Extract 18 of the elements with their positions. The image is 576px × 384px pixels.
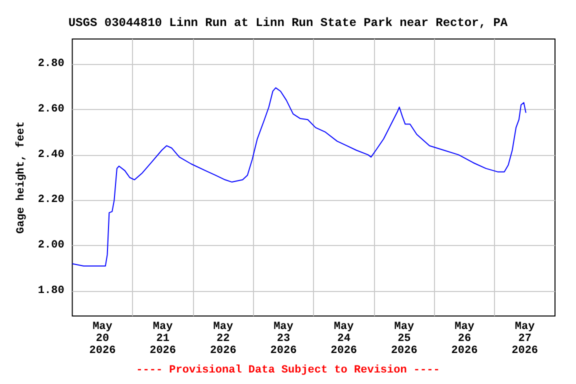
x-tick-label: May 25 2026: [390, 321, 418, 357]
text: ---- Provisional Data Subject to Revision ----: [136, 364, 440, 376]
y-tick-label: 2.20: [38, 194, 64, 206]
y-tick-label: 2.60: [38, 103, 64, 116]
y-tick-label: 2.00: [38, 240, 64, 252]
x-tick-label: May 21 2026: [150, 321, 176, 357]
x-tick-label: May 27 2026: [512, 321, 538, 357]
line-series: [72, 87, 526, 267]
y-tick-label: 2.80: [38, 58, 64, 70]
y-tick-label: 1.80: [38, 285, 64, 298]
x-tick-label: May 26 2026: [451, 321, 478, 357]
x-tick-label: May 20 2026: [89, 321, 116, 357]
x-tick-label: May 23 2026: [270, 321, 297, 357]
y-tick-label: 2.40: [38, 148, 64, 161]
y-axis-title: Gage height, feet: [14, 121, 28, 234]
chart-title: USGS 03044810 Linn Run at Linn Run State Park near Rector, PA: [68, 16, 508, 30]
x-tick-label: May 24 2026: [330, 321, 358, 357]
x-tick-label: May 22 2026: [210, 321, 236, 357]
